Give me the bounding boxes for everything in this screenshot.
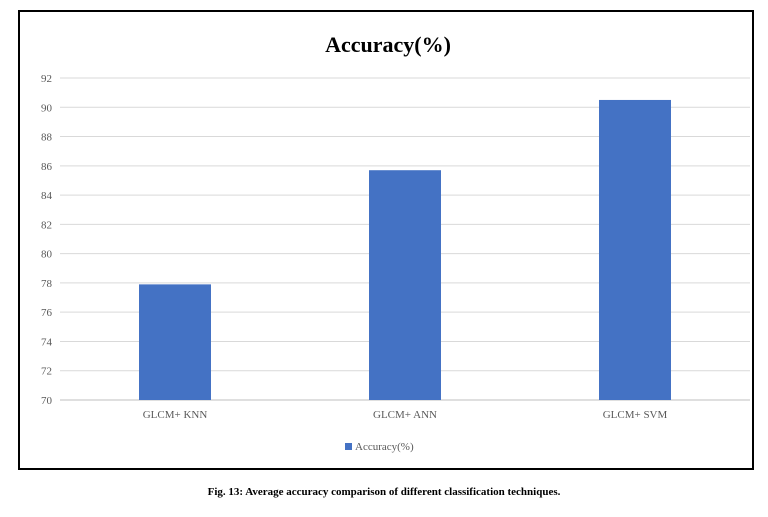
legend-label: Accuracy(%) (355, 441, 414, 453)
x-tick-label: GLCM+ ANN (373, 409, 437, 421)
y-tick-label: 88 (41, 132, 53, 144)
y-tick-label: 84 (41, 190, 53, 202)
y-tick-label: 82 (41, 219, 52, 231)
chart-title: Accuracy(%) (325, 32, 451, 57)
chart-frame: Accuracy(%) 70 72 74 76 78 80 82 84 86 88 90 92 GLC… (18, 10, 754, 470)
y-tick-label: 72 (41, 366, 52, 378)
x-axis-tick-labels: GLCM+ KNN GLCM+ ANN GLCM+ SVM (143, 409, 668, 421)
y-tick-label: 74 (41, 336, 53, 348)
y-tick-label: 80 (41, 249, 53, 261)
x-tick-label: GLCM+ KNN (143, 409, 208, 421)
figure-caption: Fig. 13: Average accuracy comparison of … (207, 486, 561, 498)
y-axis-tick-labels: 70 72 74 76 78 80 82 84 86 88 90 92 (41, 73, 53, 407)
bar (369, 170, 441, 400)
y-tick-label: 92 (41, 73, 52, 85)
bars (139, 99, 671, 401)
y-tick-label: 90 (41, 102, 53, 114)
bar-chart: Accuracy(%) 70 72 74 76 78 80 82 84 86 88 90 92 GLC… (41, 32, 750, 453)
legend: Accuracy(%) (345, 441, 414, 453)
x-tick-label: GLCM+ SVM (603, 409, 668, 421)
bar (139, 284, 211, 400)
y-tick-label: 78 (41, 278, 53, 290)
y-tick-label: 70 (41, 395, 53, 407)
y-tick-label: 86 (41, 161, 53, 173)
y-tick-label: 76 (41, 307, 53, 319)
legend-swatch (345, 443, 352, 450)
bar (599, 99, 671, 401)
